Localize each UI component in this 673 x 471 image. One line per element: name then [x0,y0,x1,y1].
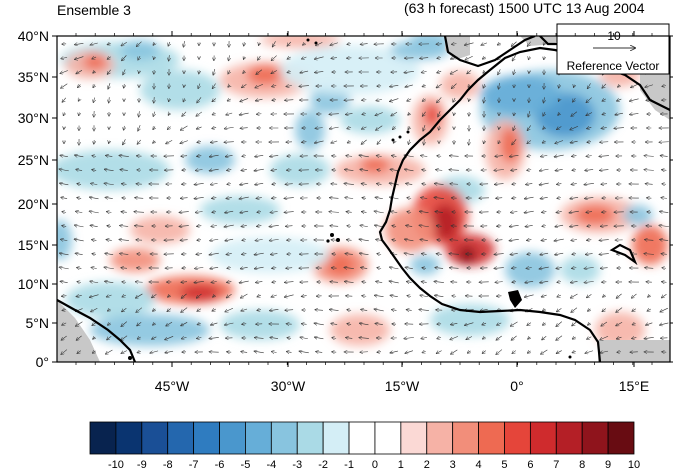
missing-data-patch-sw [57,300,100,362]
colorbar-swatch [374,421,402,455]
colorbar-label: 9 [605,459,611,471]
colorbar-swatch [296,421,324,455]
colorbar-swatch [452,421,479,455]
colorbar-label: 1 [398,459,404,471]
islands [128,38,572,360]
colorbar-swatch [504,421,531,455]
lon-tick-label: 45°W [155,378,190,394]
plot-title-right: (63 h forecast) 1500 UTC 13 Aug 2004 [404,0,645,16]
colorbar-label: -10 [108,459,124,471]
colorbar-label: 5 [501,459,507,471]
colorbar-label: 7 [553,459,559,471]
colorbar-label: -2 [318,459,328,471]
colorbar-swatch [245,421,272,455]
colorbar-swatch [426,421,454,455]
colorbar-swatch [141,421,169,455]
colorbar-swatch [478,421,505,455]
map-frame [56,35,671,363]
colorbar-swatch [167,421,195,455]
colorbar-label: -9 [137,459,147,471]
colorbar-label: 10 [628,459,640,471]
colorbar-swatch [89,421,117,455]
lat-tick-label: 0° [36,354,49,370]
colorbar-swatch [270,421,298,455]
colorbar-label: 4 [476,459,482,471]
lat-tick-label: 30°N [18,110,49,126]
colorbar-swatch [607,421,635,455]
anomaly-field [57,36,670,362]
missing-data-patch-se [598,340,670,362]
colorbar-label: -1 [344,459,354,471]
lat-tick-label: 35°N [18,69,49,85]
lat-tick-label: 5°N [26,315,50,331]
lat-tick-label: 25°N [18,152,49,168]
lon-tick-label: 30°W [271,378,306,394]
colorbar-label: -7 [189,459,199,471]
plot-title-left: Ensemble 3 [57,2,131,18]
colorbar-swatch [322,421,350,455]
colorbar-label: 3 [450,459,456,471]
colorbar-label: 8 [579,459,585,471]
reference-vector-box: 10 Reference Vector [556,23,670,75]
colorbar-swatch [193,421,220,455]
colorbar-label: -4 [266,459,276,471]
lat-tick-label: 15°N [18,237,49,253]
colorbar-swatch [219,421,246,455]
wind-vectors [59,41,669,354]
colorbar-swatch [555,421,583,455]
lat-tick-label: 40°N [18,28,49,44]
coastline [57,36,670,362]
colorbar-swatch [400,421,428,455]
colorbar-label: 2 [424,459,430,471]
colorbar-swatch [581,421,609,455]
lon-tick-label: 0° [510,378,523,394]
colorbar-label: 0 [372,459,378,471]
map-axes: 40°N 35°N 30°N 25°N 20°N 15°N 10°N 5°N 0° 45°W 30°… [18,28,673,394]
colorbar-swatch [529,421,557,455]
lon-tick-label: 15°W [385,378,420,394]
colorbar-label: -8 [163,459,173,471]
colorbar-label: -3 [292,459,302,471]
lat-tick-label: 20°N [18,196,49,212]
lat-tick-label: 10°N [18,276,49,292]
colorbar: -10 -9 -8 -7 -6 -5 -4 -3 -2 -1 0 1 2 3 4 5 6 7 8 9 10 [89,421,640,471]
colorbar-swatch [348,421,376,455]
colorbar-label: 6 [527,459,533,471]
reference-vector-label: Reference Vector [567,59,660,73]
colorbar-label: -5 [241,459,251,471]
colorbar-label: -6 [215,459,225,471]
colorbar-swatch [115,421,143,455]
lon-tick-label: 15°E [619,378,650,394]
